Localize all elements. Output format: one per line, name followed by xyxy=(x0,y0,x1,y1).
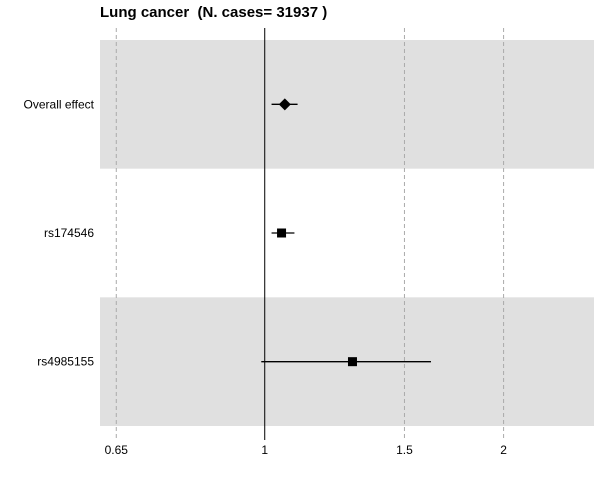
x-tick-label: 1.5 xyxy=(396,443,413,457)
estimate-marker xyxy=(347,357,357,367)
x-tick-label: 0.65 xyxy=(105,443,129,457)
x-tick-label: 2 xyxy=(500,443,507,457)
chart-title: Lung cancer (N. cases= 31937 ) xyxy=(100,4,328,21)
estimate-marker xyxy=(277,228,287,238)
row-band xyxy=(100,40,594,169)
row-label: rs174546 xyxy=(44,226,94,240)
x-tick-label: 1 xyxy=(261,443,268,457)
row-label: Overall effect xyxy=(24,97,95,111)
estimate-marker xyxy=(278,98,291,111)
row-label: rs4985155 xyxy=(37,355,94,369)
